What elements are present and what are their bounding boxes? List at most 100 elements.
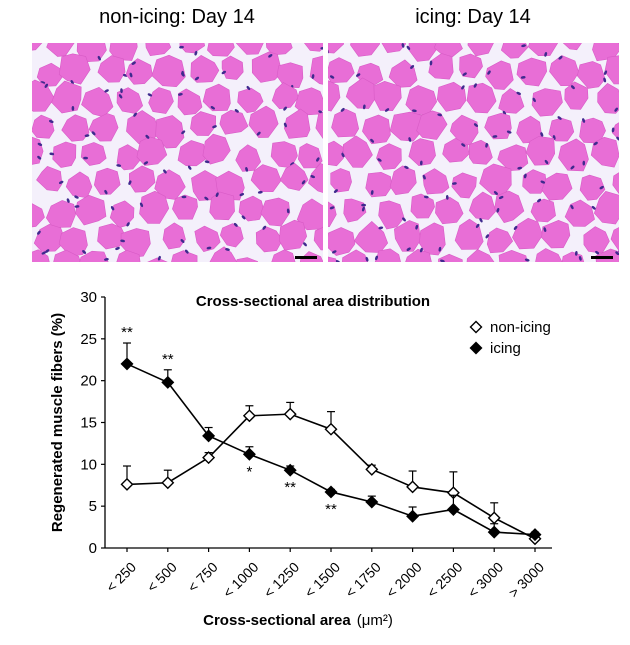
nucleus	[329, 206, 335, 210]
data-point-non-icing	[161, 476, 175, 490]
muscle-fiber	[265, 43, 293, 56]
muscle-fiber	[328, 57, 355, 84]
y-axis-title: Regenerated muscle fibers (%)	[49, 313, 66, 532]
nucleus	[301, 180, 306, 185]
muscle-fiber	[36, 62, 64, 87]
muscle-fiber	[221, 55, 244, 80]
muscle-fiber	[237, 87, 264, 114]
muscle-fiber	[136, 136, 168, 166]
muscle-fiber	[33, 223, 66, 252]
nucleus	[485, 142, 488, 148]
muscle-fiber	[154, 169, 186, 200]
x-tick-label: < 750	[184, 559, 221, 596]
nucleus	[115, 247, 120, 250]
muscle-fiber	[583, 226, 610, 254]
nucleus	[185, 249, 189, 254]
muscle-fiber	[512, 217, 544, 250]
muscle-fiber	[61, 114, 90, 142]
muscle-fiber	[350, 43, 381, 57]
muscle-fiber	[549, 55, 580, 87]
muscle-fiber	[235, 144, 262, 172]
muscle-fiber	[148, 87, 174, 114]
nucleus	[615, 251, 619, 256]
nucleus	[204, 160, 210, 164]
muscle-fiber	[120, 228, 151, 258]
nucleus	[570, 165, 575, 170]
nucleus	[540, 180, 546, 184]
nucleus	[129, 72, 133, 78]
muscle-fiber	[389, 165, 417, 196]
nucleus	[37, 155, 42, 160]
nucleus	[84, 134, 90, 137]
muscle-fiber	[36, 166, 63, 192]
data-point-non-icing	[242, 409, 256, 423]
nucleus	[461, 143, 466, 147]
nucleus	[316, 157, 320, 162]
nucleus	[473, 83, 477, 88]
scale-bar	[591, 256, 613, 259]
nucleus	[475, 223, 480, 228]
data-point-icing	[365, 495, 379, 509]
nucleus	[256, 131, 261, 136]
nucleus	[462, 72, 467, 76]
muscle-fiber	[32, 203, 45, 228]
muscle-fiber	[328, 227, 356, 256]
muscle-fiber	[435, 196, 464, 225]
nucleus	[415, 224, 419, 230]
nucleus	[340, 108, 345, 112]
muscle-fiber	[500, 43, 529, 59]
muscle-fiber	[279, 163, 309, 191]
significance-marker: *	[246, 463, 252, 480]
data-point-non-icing	[202, 451, 216, 465]
muscle-fiber	[46, 43, 75, 57]
nucleus	[333, 189, 338, 193]
nucleus	[570, 85, 575, 90]
nucleus	[570, 204, 574, 210]
nucleus	[116, 164, 122, 167]
muscle-fiber	[548, 117, 575, 142]
nucleus	[126, 222, 130, 227]
nucleus	[283, 106, 287, 111]
muscle-fiber	[278, 219, 308, 251]
muscle-fiber	[466, 82, 497, 114]
nucleus	[429, 60, 433, 66]
nucleus	[591, 205, 596, 210]
nucleus	[523, 173, 527, 179]
muscle-fiber	[342, 249, 369, 262]
nucleus	[520, 76, 526, 79]
data-point-non-icing	[324, 422, 338, 436]
muscle-fiber	[393, 220, 421, 252]
nucleus	[377, 158, 382, 162]
y-tick-label: 20	[80, 373, 97, 390]
muscle-fiber	[79, 250, 109, 262]
muscle-fiber	[328, 140, 345, 167]
nucleus	[181, 130, 186, 135]
muscle-fiber	[271, 82, 299, 110]
nucleus	[37, 230, 41, 235]
nucleus	[616, 136, 619, 141]
muscle-fiber	[561, 251, 585, 262]
muscle-fiber	[308, 162, 323, 193]
data-point-icing	[487, 525, 501, 539]
muscle-fiber	[381, 43, 406, 54]
x-tick-label: < 3000	[464, 559, 506, 601]
nucleus	[361, 206, 365, 212]
nucleus	[178, 92, 183, 96]
nucleus	[370, 190, 374, 195]
muscle-fiber	[331, 108, 360, 138]
muscle-fiber	[251, 51, 283, 83]
x-tick-label: < 1500	[301, 559, 343, 601]
nucleus	[385, 108, 390, 112]
nucleus	[419, 247, 423, 253]
nucleus	[133, 112, 137, 117]
muscle-fiber	[498, 249, 528, 262]
muscle-fiber	[541, 172, 573, 201]
muscle-fiber	[209, 246, 238, 262]
nucleus	[335, 260, 341, 262]
muscle-fiber	[294, 87, 323, 116]
nucleus	[104, 258, 109, 261]
nucleus	[487, 70, 491, 75]
muscle-fiber	[171, 250, 198, 262]
x-tick-label: < 500	[144, 559, 181, 596]
muscle-fiber	[129, 165, 156, 193]
